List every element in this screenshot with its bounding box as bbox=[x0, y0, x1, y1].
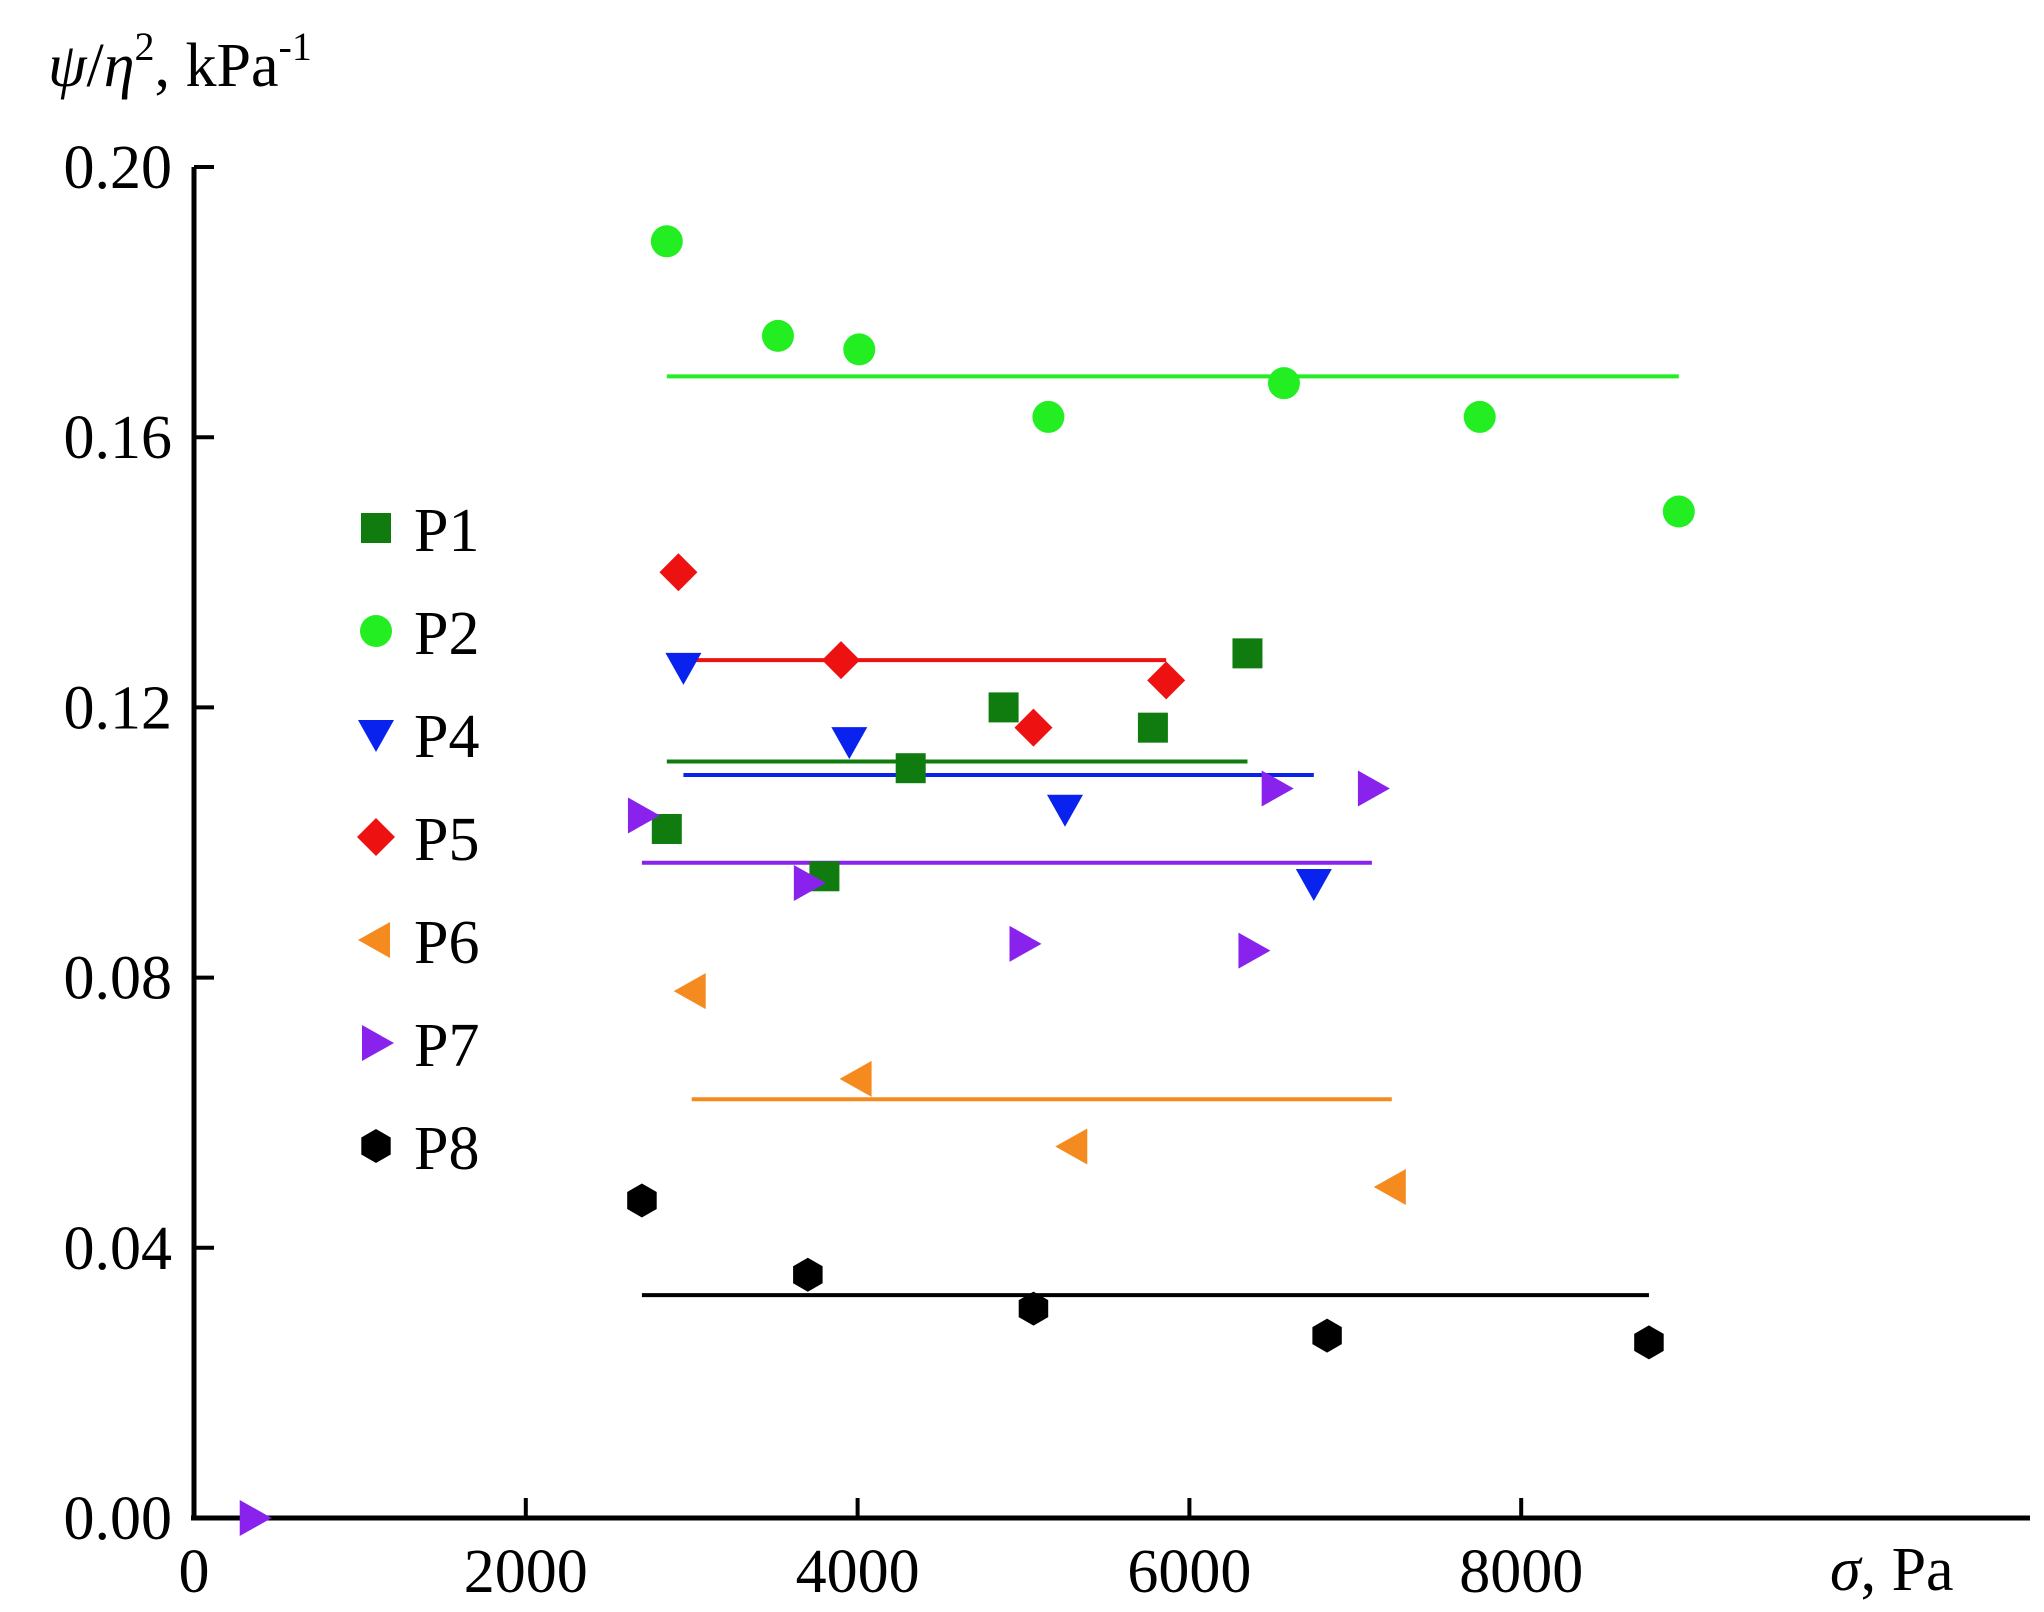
legend-label-p7: P7 bbox=[414, 1012, 479, 1080]
data-point-p6 bbox=[673, 973, 706, 1010]
legend-marker-p1 bbox=[361, 513, 391, 543]
legend-label-p2: P2 bbox=[414, 600, 479, 668]
data-point-p1 bbox=[1137, 712, 1168, 743]
data-point-p7 bbox=[627, 797, 660, 834]
y-tick-label: 0.00 bbox=[64, 1485, 173, 1553]
data-point-p2 bbox=[843, 333, 876, 366]
legend-marker-p4 bbox=[358, 720, 394, 752]
data-points-layer bbox=[239, 225, 1695, 1536]
data-point-p8 bbox=[1018, 1291, 1049, 1326]
data-point-p7 bbox=[793, 865, 826, 902]
y-tick-label: 0.12 bbox=[64, 674, 173, 742]
data-point-p2 bbox=[1032, 400, 1065, 433]
data-point-p7 bbox=[1357, 770, 1390, 807]
data-point-p1 bbox=[895, 753, 926, 784]
data-point-p4 bbox=[1046, 794, 1083, 827]
legend-marker-p6 bbox=[358, 922, 390, 958]
x-tick-label: 0 bbox=[179, 1538, 210, 1606]
x-tick-label: 8000 bbox=[1459, 1538, 1583, 1606]
axes-layer bbox=[191, 167, 2030, 1521]
data-point-p5 bbox=[1147, 661, 1186, 700]
data-point-p4 bbox=[831, 727, 868, 760]
data-point-p7 bbox=[239, 1500, 272, 1536]
legend-label-p4: P4 bbox=[414, 703, 479, 771]
data-point-p5 bbox=[822, 641, 861, 680]
legend-marker-p8 bbox=[361, 1129, 391, 1163]
data-point-p2 bbox=[650, 225, 683, 258]
data-point-p8 bbox=[1312, 1318, 1342, 1353]
legend-marker-p5 bbox=[357, 818, 395, 856]
fit-lines-layer bbox=[641, 374, 1679, 1298]
y-tick-label: 0.20 bbox=[64, 134, 173, 202]
data-point-p7 bbox=[1238, 932, 1271, 969]
data-point-p8 bbox=[1634, 1325, 1664, 1360]
legend-label-p5: P5 bbox=[414, 806, 479, 874]
data-point-p1 bbox=[988, 692, 1019, 723]
data-point-p5 bbox=[659, 553, 698, 592]
data-point-p1 bbox=[651, 813, 682, 844]
data-point-p2 bbox=[1267, 367, 1300, 400]
legend-label-p8: P8 bbox=[414, 1115, 479, 1183]
x-tick-label: 4000 bbox=[796, 1538, 920, 1606]
data-point-p8 bbox=[793, 1257, 823, 1292]
data-point-p6 bbox=[839, 1060, 872, 1097]
legend-marker-p2 bbox=[360, 615, 392, 647]
data-point-p4 bbox=[665, 652, 702, 685]
y-tick-label: 0.04 bbox=[64, 1215, 173, 1283]
legend-label-p6: P6 bbox=[414, 909, 479, 977]
legend: P1 P2 P4 P5 P6 P7 P8 bbox=[357, 497, 479, 1183]
data-point-p8 bbox=[627, 1183, 657, 1218]
data-point-p2 bbox=[1463, 400, 1496, 433]
data-point-p7 bbox=[1009, 925, 1042, 962]
y-tick-label: 0.16 bbox=[64, 404, 173, 472]
x-tick-label: 2000 bbox=[464, 1538, 588, 1606]
data-point-p6 bbox=[1055, 1128, 1088, 1165]
data-point-p7 bbox=[1261, 770, 1294, 807]
legend-label-p1: P1 bbox=[414, 497, 479, 565]
data-point-p2 bbox=[761, 319, 794, 352]
data-point-p2 bbox=[1662, 495, 1695, 528]
data-point-p1 bbox=[1232, 638, 1263, 669]
legend-marker-p7 bbox=[362, 1025, 394, 1061]
y-axis-title: ψ/η2, kPa-1 bbox=[48, 24, 312, 100]
data-point-p6 bbox=[1373, 1169, 1406, 1206]
ticks-layer: 0 2000 4000 6000 8000 0.00 0.04 0.08 0.12 0.16 0.2… bbox=[64, 134, 1584, 1606]
x-axis-title: σ, Pa bbox=[1830, 1536, 1954, 1604]
data-point-p4 bbox=[1295, 869, 1332, 902]
data-point-p5 bbox=[1014, 708, 1053, 747]
x-tick-label: 6000 bbox=[1127, 1538, 1251, 1606]
y-tick-label: 0.08 bbox=[64, 945, 173, 1013]
